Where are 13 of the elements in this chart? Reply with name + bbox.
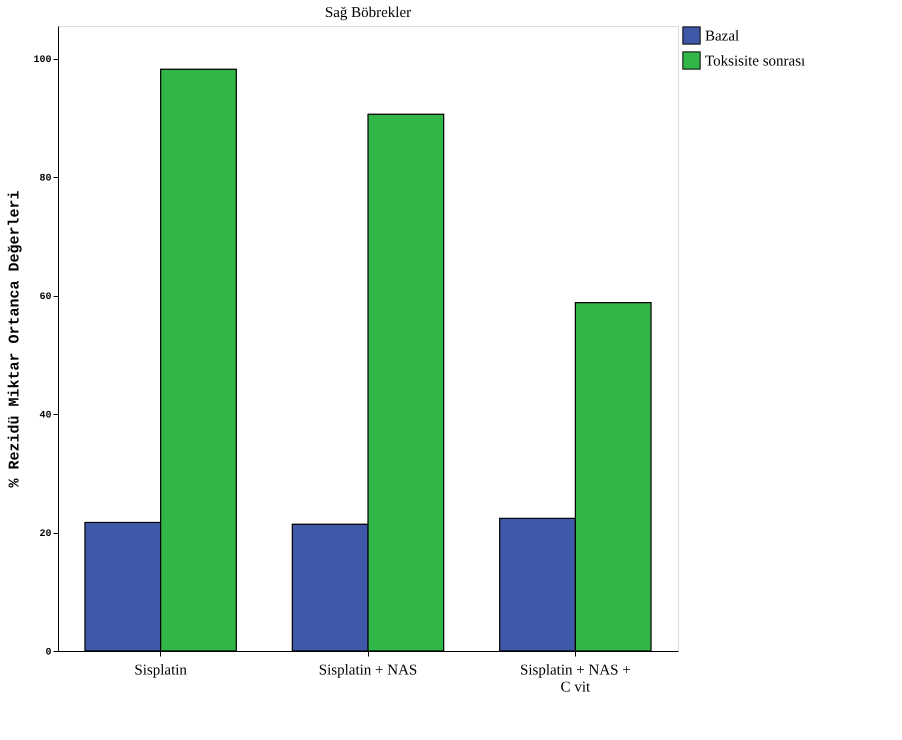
y-axis-title: % Rezidü Miktar Ortanca Değerleri [6,190,24,488]
y-tick-label: 0 [45,648,52,658]
x-tick-label: Sisplatin + NAS + C vit [520,662,631,696]
x-tick-label: Sisplatin + NAS [318,662,418,678]
y-tick-label: 100 [33,55,52,66]
y-tick-label: 80 [39,174,52,185]
legend-label: Bazal [705,28,740,44]
y-tick-label: 40 [39,410,52,422]
chart-title: Sağ Böbrekler [324,5,412,21]
legend-label: Toksisite sonrası [705,54,806,70]
x-tick-label: Sisplatin [134,662,188,678]
y-tick-label: 20 [39,529,52,540]
y-tick-label: 60 [39,292,52,304]
